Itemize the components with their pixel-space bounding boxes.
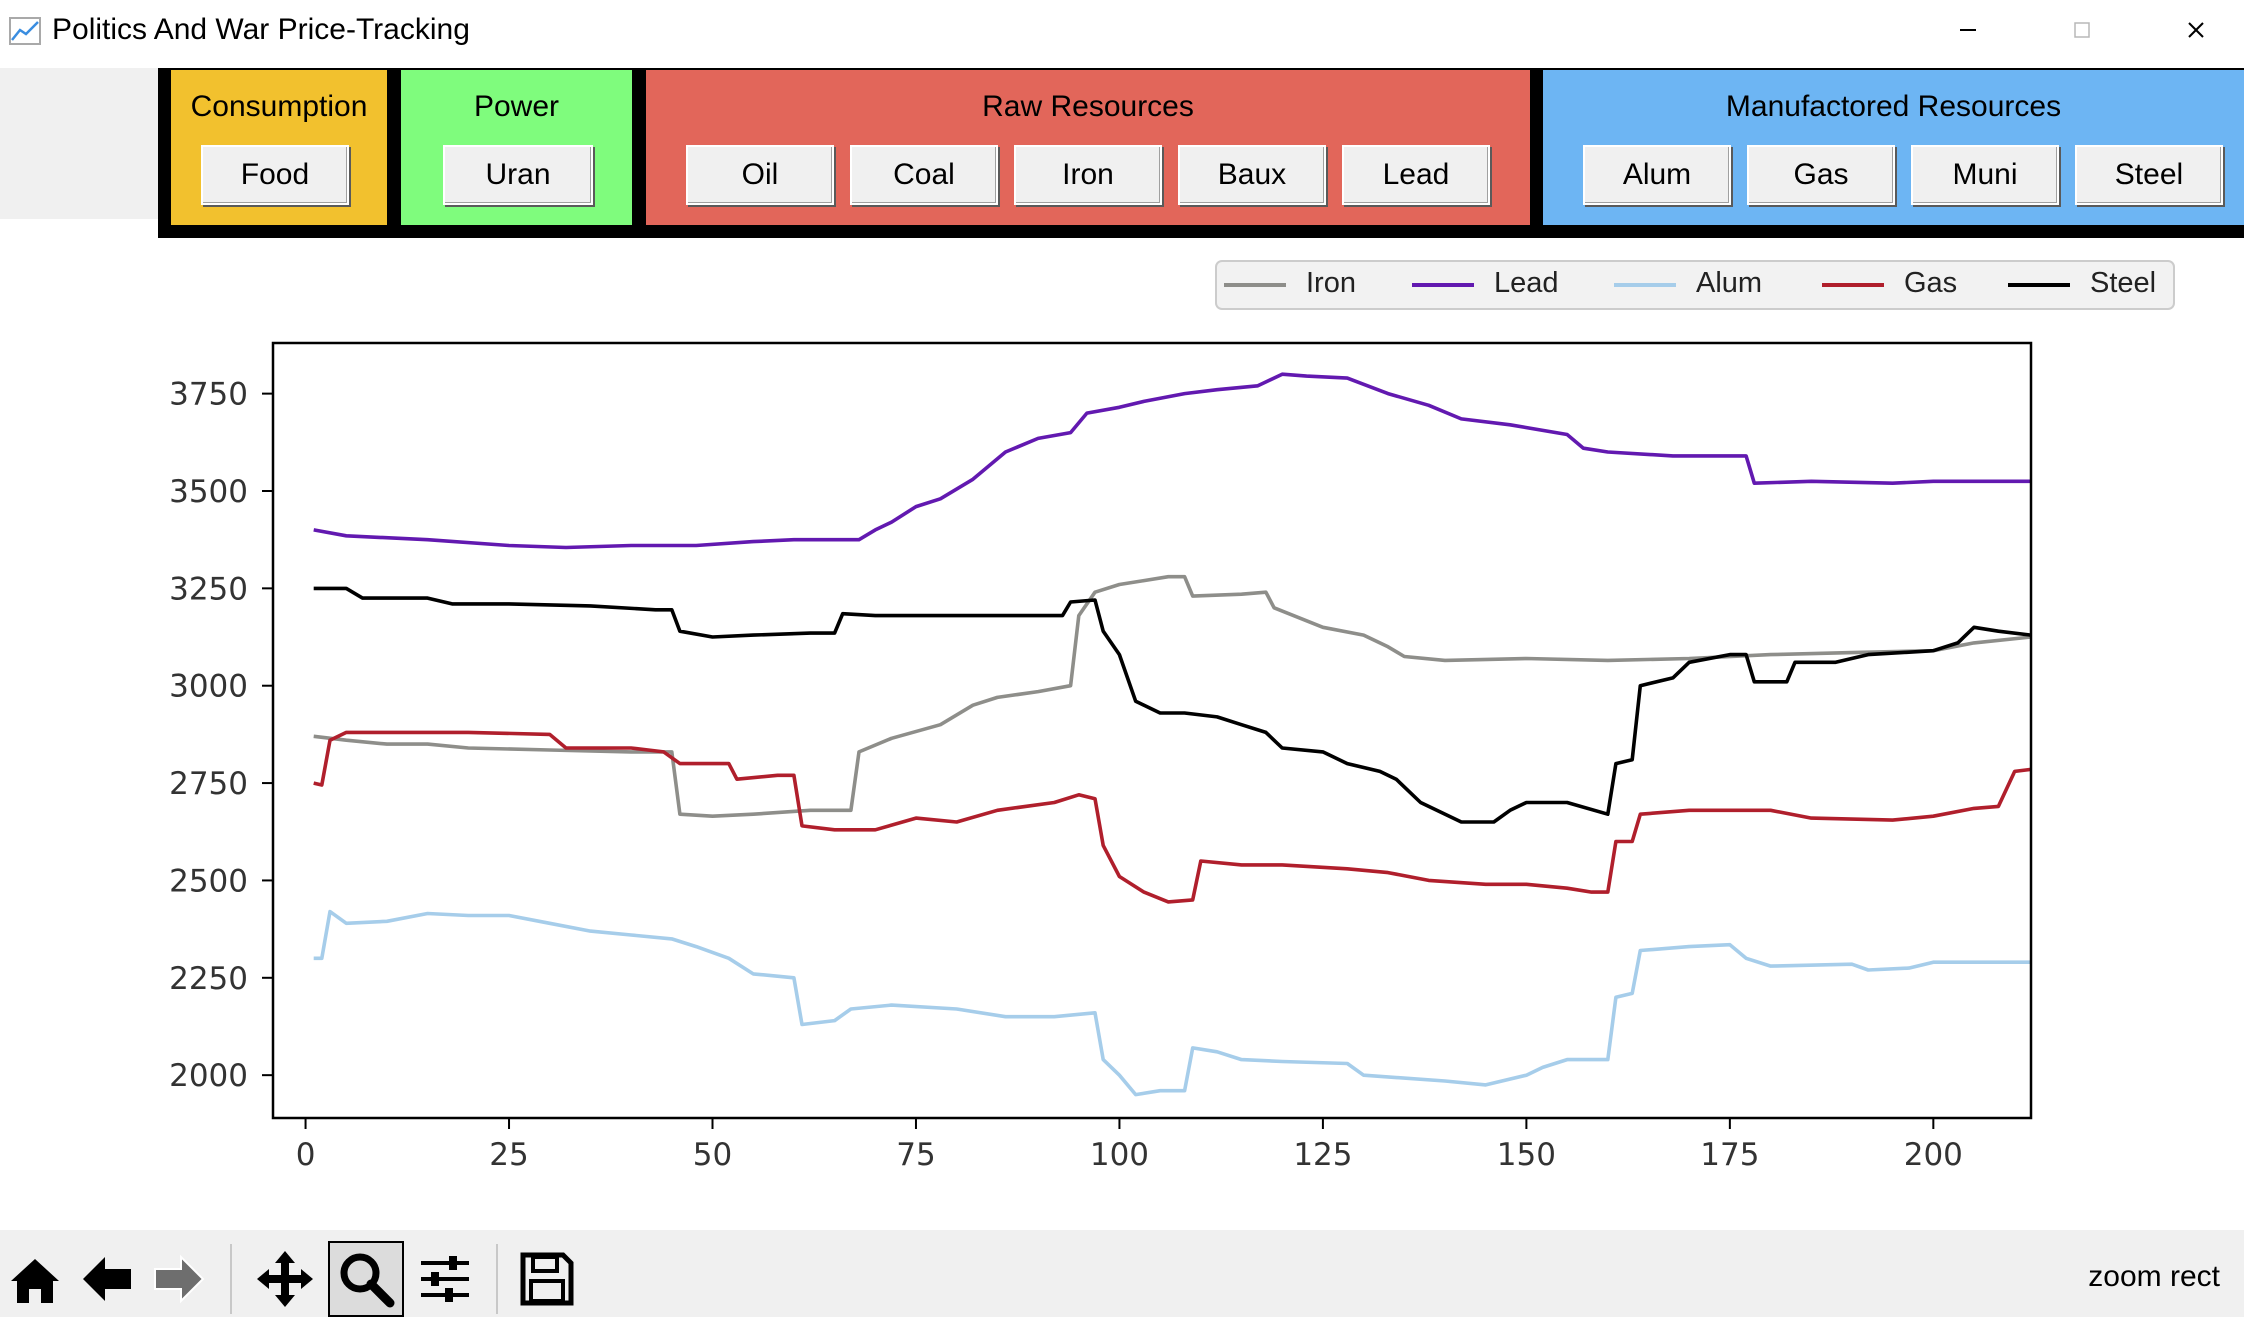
legend-label-gas: Gas (1904, 267, 1957, 299)
series-line-iron (313, 574, 2032, 818)
category-raw-resources: Raw Resources Oil Coal Iron Baux Lead (646, 70, 1530, 225)
forward-button[interactable] (144, 1241, 214, 1317)
pan-button[interactable] (250, 1241, 320, 1317)
chart-app-icon (9, 17, 41, 45)
x-tick-label: 200 (1904, 1137, 1963, 1173)
home-icon (11, 1259, 59, 1303)
y-axis: 2000 2250 2500 2750 3000 3250 3500 3750 (169, 377, 273, 1094)
x-axis: 0 25 50 75 100 125 150 175 200 (296, 1118, 1963, 1173)
back-arrow-icon (83, 1257, 131, 1301)
y-tick-label: 2000 (169, 1058, 248, 1094)
home-button[interactable] (0, 1241, 70, 1317)
legend-label-alum: Alum (1696, 267, 1762, 299)
category-label: Manufactored Resources (1725, 90, 2062, 123)
series-layer (313, 372, 2032, 1097)
uran-button[interactable]: Uran (443, 145, 593, 205)
gas-button[interactable]: Gas (1747, 145, 1895, 205)
alum-button[interactable]: Alum (1583, 145, 1731, 205)
status-text: zoom rect (2088, 1260, 2220, 1293)
x-tick-label: 150 (1497, 1137, 1556, 1173)
legend-label-steel: Steel (2090, 267, 2156, 299)
minimize-button[interactable] (1910, 0, 2025, 60)
muni-button[interactable]: Muni (1911, 145, 2059, 205)
close-button[interactable] (2138, 0, 2244, 60)
x-tick-label: 75 (896, 1137, 935, 1173)
x-tick-label: 100 (1090, 1137, 1149, 1173)
series-line-steel (313, 586, 2032, 824)
series-line-alum (313, 909, 2031, 1097)
y-tick-label: 3000 (169, 669, 248, 705)
y-tick-label: 2750 (169, 766, 248, 802)
food-button[interactable]: Food (201, 145, 349, 205)
forward-arrow-icon (154, 1254, 205, 1304)
x-tick-label: 175 (1700, 1137, 1759, 1173)
toolbar-separator (496, 1244, 498, 1314)
series-line-lead (313, 372, 2031, 550)
lead-button[interactable]: Lead (1342, 145, 1490, 205)
toolbar-separator (230, 1244, 232, 1314)
category-power: Power Uran (401, 70, 632, 225)
category-consumption: Consumption Food (171, 70, 387, 225)
legend-label-lead: Lead (1494, 267, 1559, 299)
y-tick-label: 2250 (169, 961, 248, 997)
y-tick-label: 3500 (169, 474, 248, 510)
category-label: Power (473, 90, 560, 123)
window-title: Politics And War Price-Tracking (52, 13, 470, 46)
maximize-button[interactable] (2024, 0, 2139, 60)
x-tick-label: 25 (489, 1137, 528, 1173)
price-chart[interactable]: Iron Lead Alum Gas Steel 0 25 50 75 100 125 150 175… (0, 238, 2244, 1230)
maximize-icon (2073, 22, 2090, 38)
minimize-icon (1959, 29, 1976, 31)
plot-area[interactable] (271, 341, 2033, 1120)
category-manufactored-resources: Manufactored Resources Alum Gas Muni Ste… (1543, 70, 2244, 225)
close-icon (2187, 22, 2204, 38)
zoom-icon (340, 1253, 395, 1308)
x-tick-label: 125 (1293, 1137, 1352, 1173)
navigation-toolbar: zoom rect (0, 1230, 2244, 1317)
title-bar: Politics And War Price-Tracking (0, 0, 2244, 68)
save-button[interactable] (512, 1241, 582, 1317)
iron-button[interactable]: Iron (1014, 145, 1162, 205)
chart-legend: Iron Lead Alum Gas Steel (1215, 260, 2175, 310)
x-tick-label: 0 (296, 1137, 316, 1173)
coal-button[interactable]: Coal (850, 145, 998, 205)
legend-label-iron: Iron (1306, 267, 1356, 299)
configure-subplots-icon (421, 1256, 469, 1302)
steel-button[interactable]: Steel (2075, 145, 2223, 205)
series-line-gas (313, 730, 2032, 904)
category-label: Raw Resources (982, 90, 1194, 123)
zoom-button[interactable] (328, 1241, 404, 1317)
baux-button[interactable]: Baux (1178, 145, 1326, 205)
oil-button[interactable]: Oil (686, 145, 834, 205)
pan-icon (257, 1251, 313, 1307)
back-button[interactable] (72, 1241, 142, 1317)
save-icon (520, 1252, 574, 1306)
y-tick-label: 2500 (169, 863, 248, 899)
legend-box (1215, 260, 2175, 310)
x-tick-label: 50 (693, 1137, 732, 1173)
y-tick-label: 3750 (169, 377, 248, 413)
y-tick-label: 3250 (169, 571, 248, 607)
category-label: Consumption (190, 90, 368, 123)
configure-subplots-button[interactable] (410, 1241, 480, 1317)
